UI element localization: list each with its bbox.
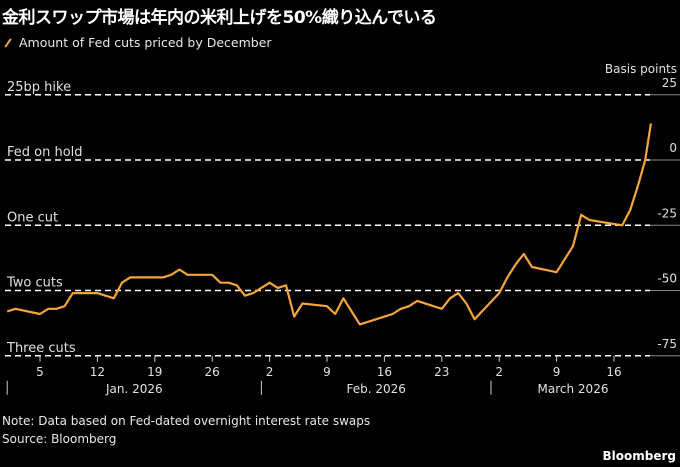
y-tick-label: 25	[662, 76, 677, 90]
y-axis-label: Basis points	[605, 62, 677, 76]
y-tick-label: 0	[669, 141, 677, 155]
bloomberg-logo: Bloomberg	[602, 449, 677, 463]
month-label: Jan. 2026	[105, 382, 163, 396]
reference-label: One cut	[7, 210, 58, 225]
reference-label: Two cuts	[6, 276, 63, 291]
x-tick-label: 9	[323, 365, 331, 379]
month-label: March 2026	[538, 382, 609, 396]
chart-note: Note: Data based on Fed-dated overnight …	[2, 414, 371, 428]
chart-source: Source: Bloomberg	[2, 432, 117, 446]
x-tick-label: 5	[36, 365, 44, 379]
y-tick-label: -75	[657, 337, 677, 351]
y-tick-label: -25	[657, 206, 677, 220]
legend-label: Amount of Fed cuts priced by December	[19, 35, 272, 50]
reference-label: 25bp hike	[7, 80, 71, 95]
x-tick-label: 23	[434, 365, 449, 379]
x-tick-label: 2	[266, 365, 274, 379]
x-tick-label: 9	[553, 365, 561, 379]
series-line-fed-cuts	[6, 123, 652, 326]
x-tick-label: 12	[90, 365, 105, 379]
x-tick-label: 26	[205, 365, 220, 379]
reference-label: Fed on hold	[7, 145, 83, 160]
x-tick-label: 16	[377, 365, 392, 379]
x-tick-label: 16	[606, 365, 621, 379]
month-label: Feb. 2026	[346, 382, 405, 396]
x-tick-label: 19	[147, 365, 162, 379]
reference-label: Three cuts	[6, 341, 76, 356]
y-tick-label: -50	[657, 272, 677, 286]
chart-title: 金利スワップ市場は年内の米利上げを50%織り込んでいる	[2, 8, 437, 28]
legend: Amount of Fed cuts priced by December	[3, 35, 272, 50]
x-tick-label: 2	[495, 365, 503, 379]
